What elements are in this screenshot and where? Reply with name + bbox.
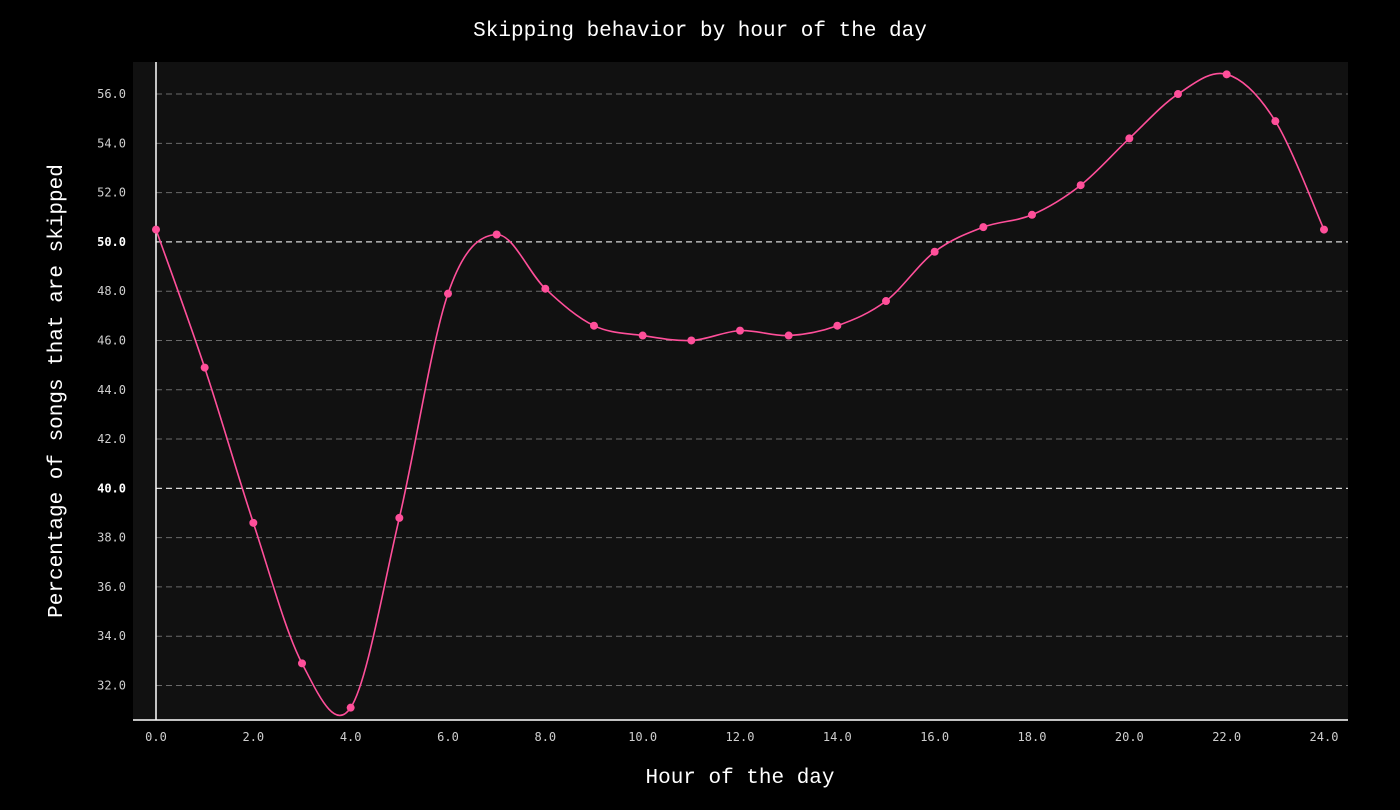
data-point bbox=[152, 225, 160, 234]
data-point bbox=[979, 223, 988, 232]
data-point bbox=[492, 230, 501, 239]
x-tick-label: 22.0 bbox=[1212, 730, 1241, 744]
data-point bbox=[833, 321, 842, 330]
data-point bbox=[1076, 181, 1085, 190]
y-tick-label: 50.0 bbox=[97, 235, 126, 249]
x-tick-label: 20.0 bbox=[1115, 730, 1144, 744]
chart-title: Skipping behavior by hour of the day bbox=[473, 20, 927, 43]
y-tick-labels: 32.0 34.0 36.0 38.0 40.0 42.0 44.0 46.0 48.0 50.0… bbox=[97, 87, 126, 692]
y-tick-label: 46.0 bbox=[97, 333, 126, 347]
data-point bbox=[444, 289, 452, 298]
x-tick-label: 24.0 bbox=[1310, 730, 1339, 744]
y-tick-label: 34.0 bbox=[97, 629, 126, 643]
data-point bbox=[346, 703, 355, 712]
x-tick-labels: 0.0 2.0 4.0 6.0 8.0 10.0 12.0 14.0 16.0 18.0 20.0 2… bbox=[145, 730, 1338, 744]
x-tick-label: 18.0 bbox=[1018, 730, 1047, 744]
data-point bbox=[541, 284, 550, 293]
y-tick-label: 42.0 bbox=[97, 432, 126, 446]
gridlines bbox=[156, 93, 1348, 686]
x-axis-label: Hour of the day bbox=[645, 767, 834, 790]
x-tick-label: 6.0 bbox=[437, 730, 459, 744]
y-tick-label: 32.0 bbox=[97, 678, 126, 692]
y-axis-label: Percentage of songs that are skipped bbox=[46, 164, 69, 618]
x-tick-label: 0.0 bbox=[145, 730, 167, 744]
data-point bbox=[395, 513, 404, 522]
y-tick-label: 36.0 bbox=[97, 580, 126, 594]
data-point bbox=[736, 326, 744, 335]
data-point bbox=[249, 518, 258, 527]
plot-background bbox=[133, 62, 1348, 720]
data-point bbox=[687, 336, 696, 345]
x-tick-label: 14.0 bbox=[823, 730, 852, 744]
x-tick-label: 4.0 bbox=[340, 730, 362, 744]
data-point bbox=[1125, 134, 1134, 143]
x-tick-label: 2.0 bbox=[242, 730, 264, 744]
data-point bbox=[200, 363, 209, 372]
data-point bbox=[1174, 90, 1182, 99]
series-line bbox=[155, 72, 1325, 716]
y-tick-label: 54.0 bbox=[97, 136, 126, 150]
data-point bbox=[590, 321, 598, 330]
x-tick-label: 12.0 bbox=[726, 730, 755, 744]
data-point bbox=[1028, 210, 1036, 219]
data-point bbox=[1222, 70, 1231, 79]
data-point bbox=[784, 331, 793, 340]
data-point bbox=[1271, 117, 1280, 126]
data-point bbox=[930, 247, 939, 256]
y-tick-label: 40.0 bbox=[97, 481, 126, 495]
series-layer bbox=[152, 70, 1328, 716]
x-tick-label: 10.0 bbox=[628, 730, 657, 744]
data-point bbox=[298, 659, 306, 668]
y-tick-label: 44.0 bbox=[97, 383, 126, 397]
x-tick-label: 8.0 bbox=[534, 730, 556, 744]
data-point bbox=[1320, 225, 1328, 234]
y-tick-label: 52.0 bbox=[97, 186, 126, 200]
y-tick-label: 48.0 bbox=[97, 284, 126, 298]
data-point bbox=[882, 297, 890, 306]
x-tick-label: 16.0 bbox=[920, 730, 949, 744]
y-tick-label: 38.0 bbox=[97, 531, 126, 545]
data-point bbox=[638, 331, 647, 340]
y-tick-label: 56.0 bbox=[97, 87, 126, 101]
axes bbox=[133, 62, 1348, 721]
